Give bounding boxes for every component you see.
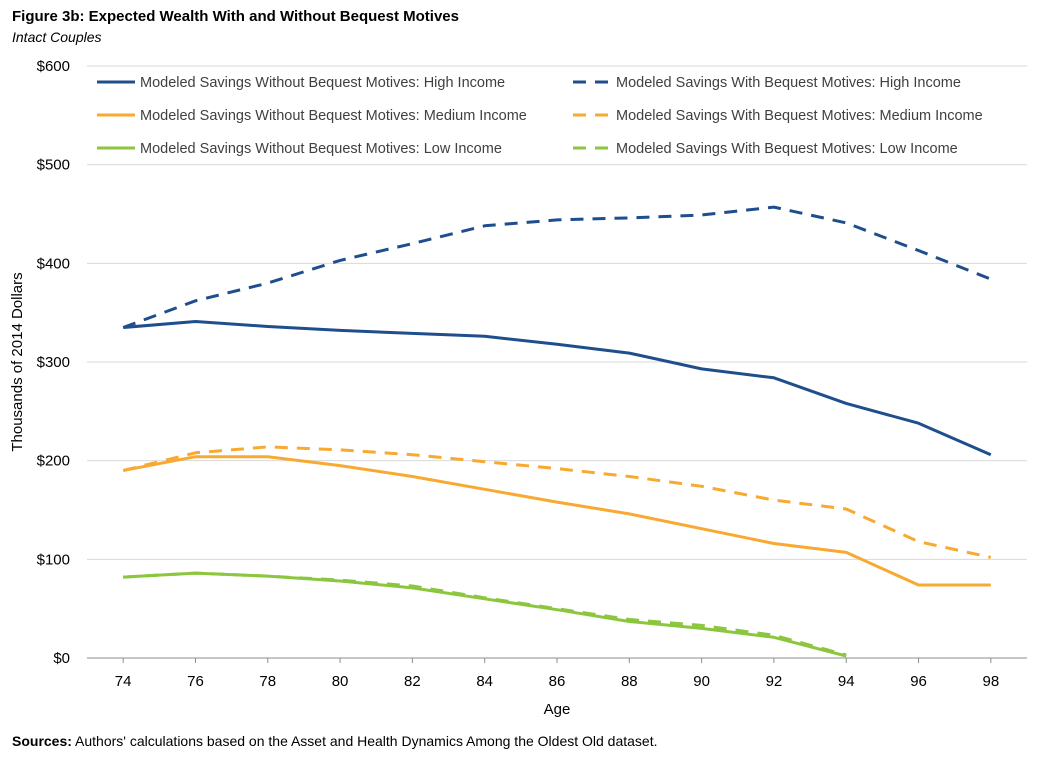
x-tick-label: 92: [766, 673, 783, 690]
source-text: Authors' calculations based on the Asset…: [75, 733, 658, 749]
x-tick-label: 84: [476, 673, 493, 690]
chart-subtitle: Intact Couples: [12, 29, 102, 45]
series-line: [123, 571, 847, 657]
y-axis-title: Thousands of 2014 Dollars: [9, 272, 26, 451]
x-axis-title: Age: [544, 701, 571, 718]
gridlines: [87, 65, 1027, 659]
x-tick-label: 98: [983, 673, 1000, 690]
legend: Modeled Savings Without Bequest Motives:…: [97, 75, 983, 157]
x-tick-label: 82: [404, 673, 421, 690]
legend-label: Modeled Savings With Bequest Motives: Lo…: [616, 141, 958, 157]
x-tick-label: 78: [259, 673, 276, 690]
y-tick-label: $300: [37, 354, 70, 371]
x-tick-label: 80: [332, 673, 349, 690]
y-tick-label: $500: [37, 157, 70, 174]
source-note: Sources: Authors' calculations based on …: [12, 733, 658, 749]
series-line: [122, 205, 992, 329]
y-tick-label: $600: [37, 58, 70, 75]
y-tick-label: $200: [37, 453, 70, 470]
legend-label: Modeled Savings Without Bequest Motives:…: [140, 75, 505, 91]
x-tick-label: 76: [187, 673, 204, 690]
x-tick-label: 96: [910, 673, 927, 690]
legend-label: Modeled Savings Without Bequest Motives:…: [140, 141, 502, 157]
legend-label: Modeled Savings With Bequest Motives: Me…: [616, 108, 983, 124]
y-tick-label: $0: [53, 650, 70, 667]
chart-title: Figure 3b: Expected Wealth With and With…: [12, 8, 459, 25]
x-tick-label: 74: [115, 673, 132, 690]
x-tick-label: 94: [838, 673, 855, 690]
series-line: [122, 455, 991, 587]
y-tick-label: $100: [37, 551, 70, 568]
legend-label: Modeled Savings Without Bequest Motives:…: [140, 108, 527, 124]
x-axis-ticks: 74 76 78 80 82 84 86 88 90 92 94 96 98: [115, 658, 999, 690]
source-label: Sources:: [12, 733, 72, 749]
legend-label: Modeled Savings With Bequest Motives: Hi…: [616, 75, 961, 91]
series-line: [122, 445, 992, 559]
y-tick-label: $400: [37, 255, 70, 272]
series-line: [123, 571, 847, 658]
y-axis-ticks: $0 $100 $200 $300 $400 $500 $600: [37, 58, 70, 667]
x-tick-label: 86: [549, 673, 566, 690]
x-tick-label: 90: [693, 673, 710, 690]
series-lines: [122, 205, 992, 658]
x-tick-label: 88: [621, 673, 638, 690]
series-line: [123, 320, 992, 457]
